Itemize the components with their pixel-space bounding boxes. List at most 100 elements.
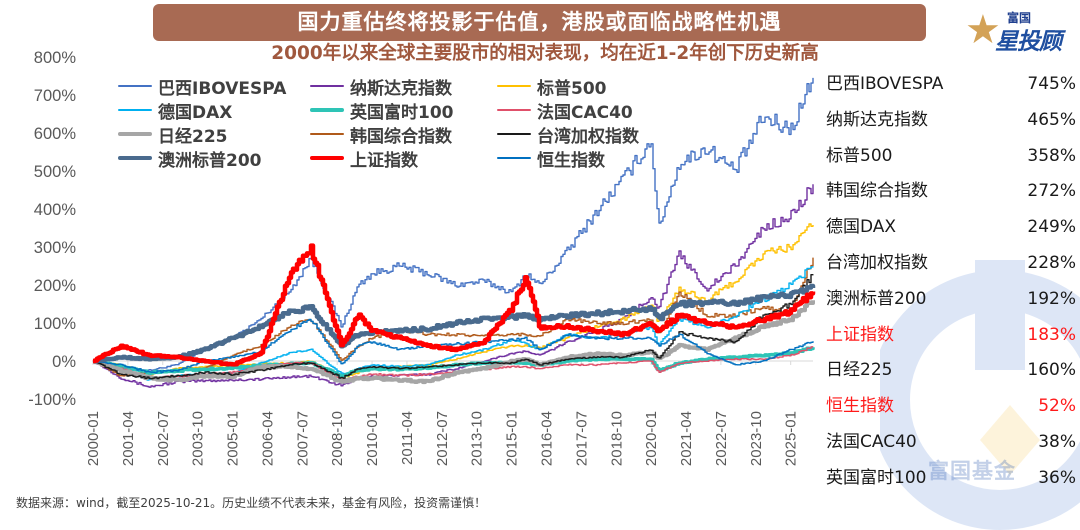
- legend-label: 德国DAX: [158, 102, 233, 123]
- x-tick-label: 2025-01: [783, 411, 800, 466]
- x-tick-label: 2008-10: [329, 411, 346, 466]
- legend-label: 纳斯达克指数: [350, 78, 452, 99]
- return-ranking-list: 巴西IBOVESPA 745% 纳斯达克指数 465% 标普500 358% 韩国综合指数 2…: [824, 72, 1078, 502]
- x-tick-label: 2001-04: [120, 411, 137, 466]
- x-tick-label: 2018-10: [608, 411, 625, 466]
- x-tick-label: 2007-07: [294, 411, 311, 466]
- ranking-row: 巴西IBOVESPA 745%: [824, 72, 1078, 108]
- ranking-row: 英国富时100 36%: [824, 466, 1078, 502]
- legend-swatch-icon: [310, 133, 344, 135]
- x-tick-label: 2003-10: [190, 411, 207, 466]
- ranking-index-name: 巴西IBOVESPA: [826, 74, 944, 94]
- x-tick-label: 2022-07: [713, 411, 730, 466]
- x-tick-label: 2010-01: [364, 411, 381, 466]
- legend-swatch-icon: [118, 85, 152, 87]
- legend-item: 日经225: [118, 123, 228, 147]
- x-tick-label: 2017-07: [573, 411, 590, 466]
- line-chart: -100%0%100%200%300%400%500%600%700%800% …: [28, 49, 816, 466]
- ranking-return-value: 745%: [1027, 74, 1076, 94]
- ranking-row: 澳洲标普200 192%: [824, 287, 1078, 323]
- y-tick-label: 700%: [34, 87, 77, 105]
- legend-label: 巴西IBOVESPA: [158, 78, 287, 99]
- legend-item: 英国富时100: [310, 99, 454, 123]
- series-line-9: [93, 318, 814, 374]
- legend-swatch-icon: [497, 157, 531, 159]
- ranking-return-value: 249%: [1027, 217, 1076, 238]
- ranking-index-name: 日经225: [826, 360, 893, 381]
- x-tick-label: 2016-04: [538, 411, 555, 466]
- legend-label: 日经225: [158, 126, 228, 147]
- x-tick-label: 2015-01: [504, 411, 521, 466]
- ranking-return-value: 465%: [1027, 109, 1076, 130]
- x-tick-label: 2023-10: [748, 411, 765, 466]
- x-tick-label: 2011-04: [399, 411, 416, 465]
- y-tick-label: 100%: [34, 315, 77, 333]
- x-axis: 2000-01 2001-04 2002-07 2003-10 2005-01 2006-…: [85, 361, 800, 466]
- legend-item: 纳斯达克指数: [310, 75, 452, 99]
- ranking-row: 韩国综合指数 272%: [824, 179, 1078, 215]
- ranking-index-name: 韩国综合指数: [826, 181, 928, 202]
- ranking-index-name: 英国富时100: [826, 467, 927, 488]
- legend-swatch-icon: [497, 85, 531, 87]
- legend-item: 上证指数: [310, 147, 418, 171]
- ranking-row: 上证指数 183%: [824, 323, 1078, 359]
- legend-label: 恒生指数: [537, 150, 605, 171]
- source-footnote: 数据来源：wind，截至2025-10-21。历史业绩不代表未来，基金有风险，投…: [16, 496, 487, 510]
- ranking-return-value: 228%: [1027, 252, 1076, 273]
- y-tick-label: 200%: [34, 277, 77, 295]
- y-tick-label: 0%: [52, 353, 76, 371]
- ranking-index-name: 上证指数: [826, 324, 894, 345]
- star-icon: ★: [965, 7, 1001, 53]
- x-tick-label: 2020-01: [643, 411, 660, 466]
- series-line-1: [93, 184, 814, 388]
- watermark-text: 富国基金: [928, 459, 1016, 483]
- ranking-row: 日经225 160%: [824, 358, 1078, 394]
- legend-item: 恒生指数: [497, 147, 605, 171]
- y-tick-label: 400%: [34, 201, 77, 219]
- series-line-7: [93, 300, 815, 385]
- ranking-index-name: 德国DAX: [826, 217, 897, 238]
- y-tick-label: 300%: [34, 239, 77, 257]
- legend-swatch-icon: [118, 132, 152, 136]
- ranking-row: 德国DAX 249%: [824, 215, 1078, 251]
- legend-item: 标普500: [497, 75, 607, 99]
- x-tick-label: 2002-07: [155, 411, 172, 466]
- legend-swatch-icon: [497, 109, 531, 111]
- ranking-return-value: 183%: [1027, 324, 1076, 345]
- legend-label: 英国富时100: [350, 102, 454, 123]
- ranking-row: 法国CAC40 38%: [824, 430, 1078, 466]
- ranking-return-value: 52%: [1038, 396, 1076, 417]
- y-tick-label: 600%: [34, 125, 77, 143]
- ranking-row: 恒生指数 52%: [824, 394, 1078, 430]
- ranking-index-name: 台湾加权指数: [826, 252, 928, 273]
- series-line-10: [92, 283, 816, 364]
- ranking-index-name: 澳洲标普200: [826, 288, 927, 309]
- legend-swatch-icon: [497, 133, 531, 135]
- ranking-return-value: 272%: [1027, 181, 1076, 202]
- page-subtitle: 2000年以来全球主要股市的相对表现，均在近1-2年创下历史新高: [271, 43, 819, 64]
- y-tick-label: -100%: [28, 391, 76, 409]
- y-axis: -100% 0% 100% 200% 300% 400% 500% 600% 700% 800%: [28, 49, 76, 409]
- legend-item: 台湾加权指数: [497, 123, 639, 147]
- ranking-row: 纳斯达克指数 465%: [824, 108, 1078, 144]
- legend-label: 上证指数: [350, 150, 418, 171]
- legend-label: 法国CAC40: [537, 102, 633, 123]
- legend-swatch-icon: [310, 155, 344, 161]
- y-tick-label: 500%: [34, 163, 77, 181]
- legend-item: 巴西IBOVESPA: [118, 75, 287, 99]
- title-banner: 国力重估终将投影于估值，港股或面临战略性机遇: [153, 4, 926, 41]
- legend-item: 澳洲标普200: [118, 147, 262, 171]
- ranking-index-name: 标普500: [826, 145, 893, 166]
- y-tick-label: 800%: [34, 49, 77, 67]
- ranking-row: 标普500 358%: [824, 144, 1078, 180]
- ranking-return-value: 36%: [1038, 467, 1076, 488]
- series-lines: [92, 77, 816, 388]
- series-line-8: [93, 274, 814, 380]
- legend-label: 台湾加权指数: [537, 126, 639, 147]
- x-tick-label: 2000-01: [85, 411, 102, 466]
- ranking-return-value: 192%: [1027, 288, 1076, 309]
- legend-item: 韩国综合指数: [310, 123, 452, 147]
- ranking-return-value: 160%: [1027, 360, 1076, 381]
- page-title: 国力重估终将投影于估值，港股或面临战略性机遇: [297, 10, 782, 34]
- logo-small-text: 富国: [1007, 11, 1032, 25]
